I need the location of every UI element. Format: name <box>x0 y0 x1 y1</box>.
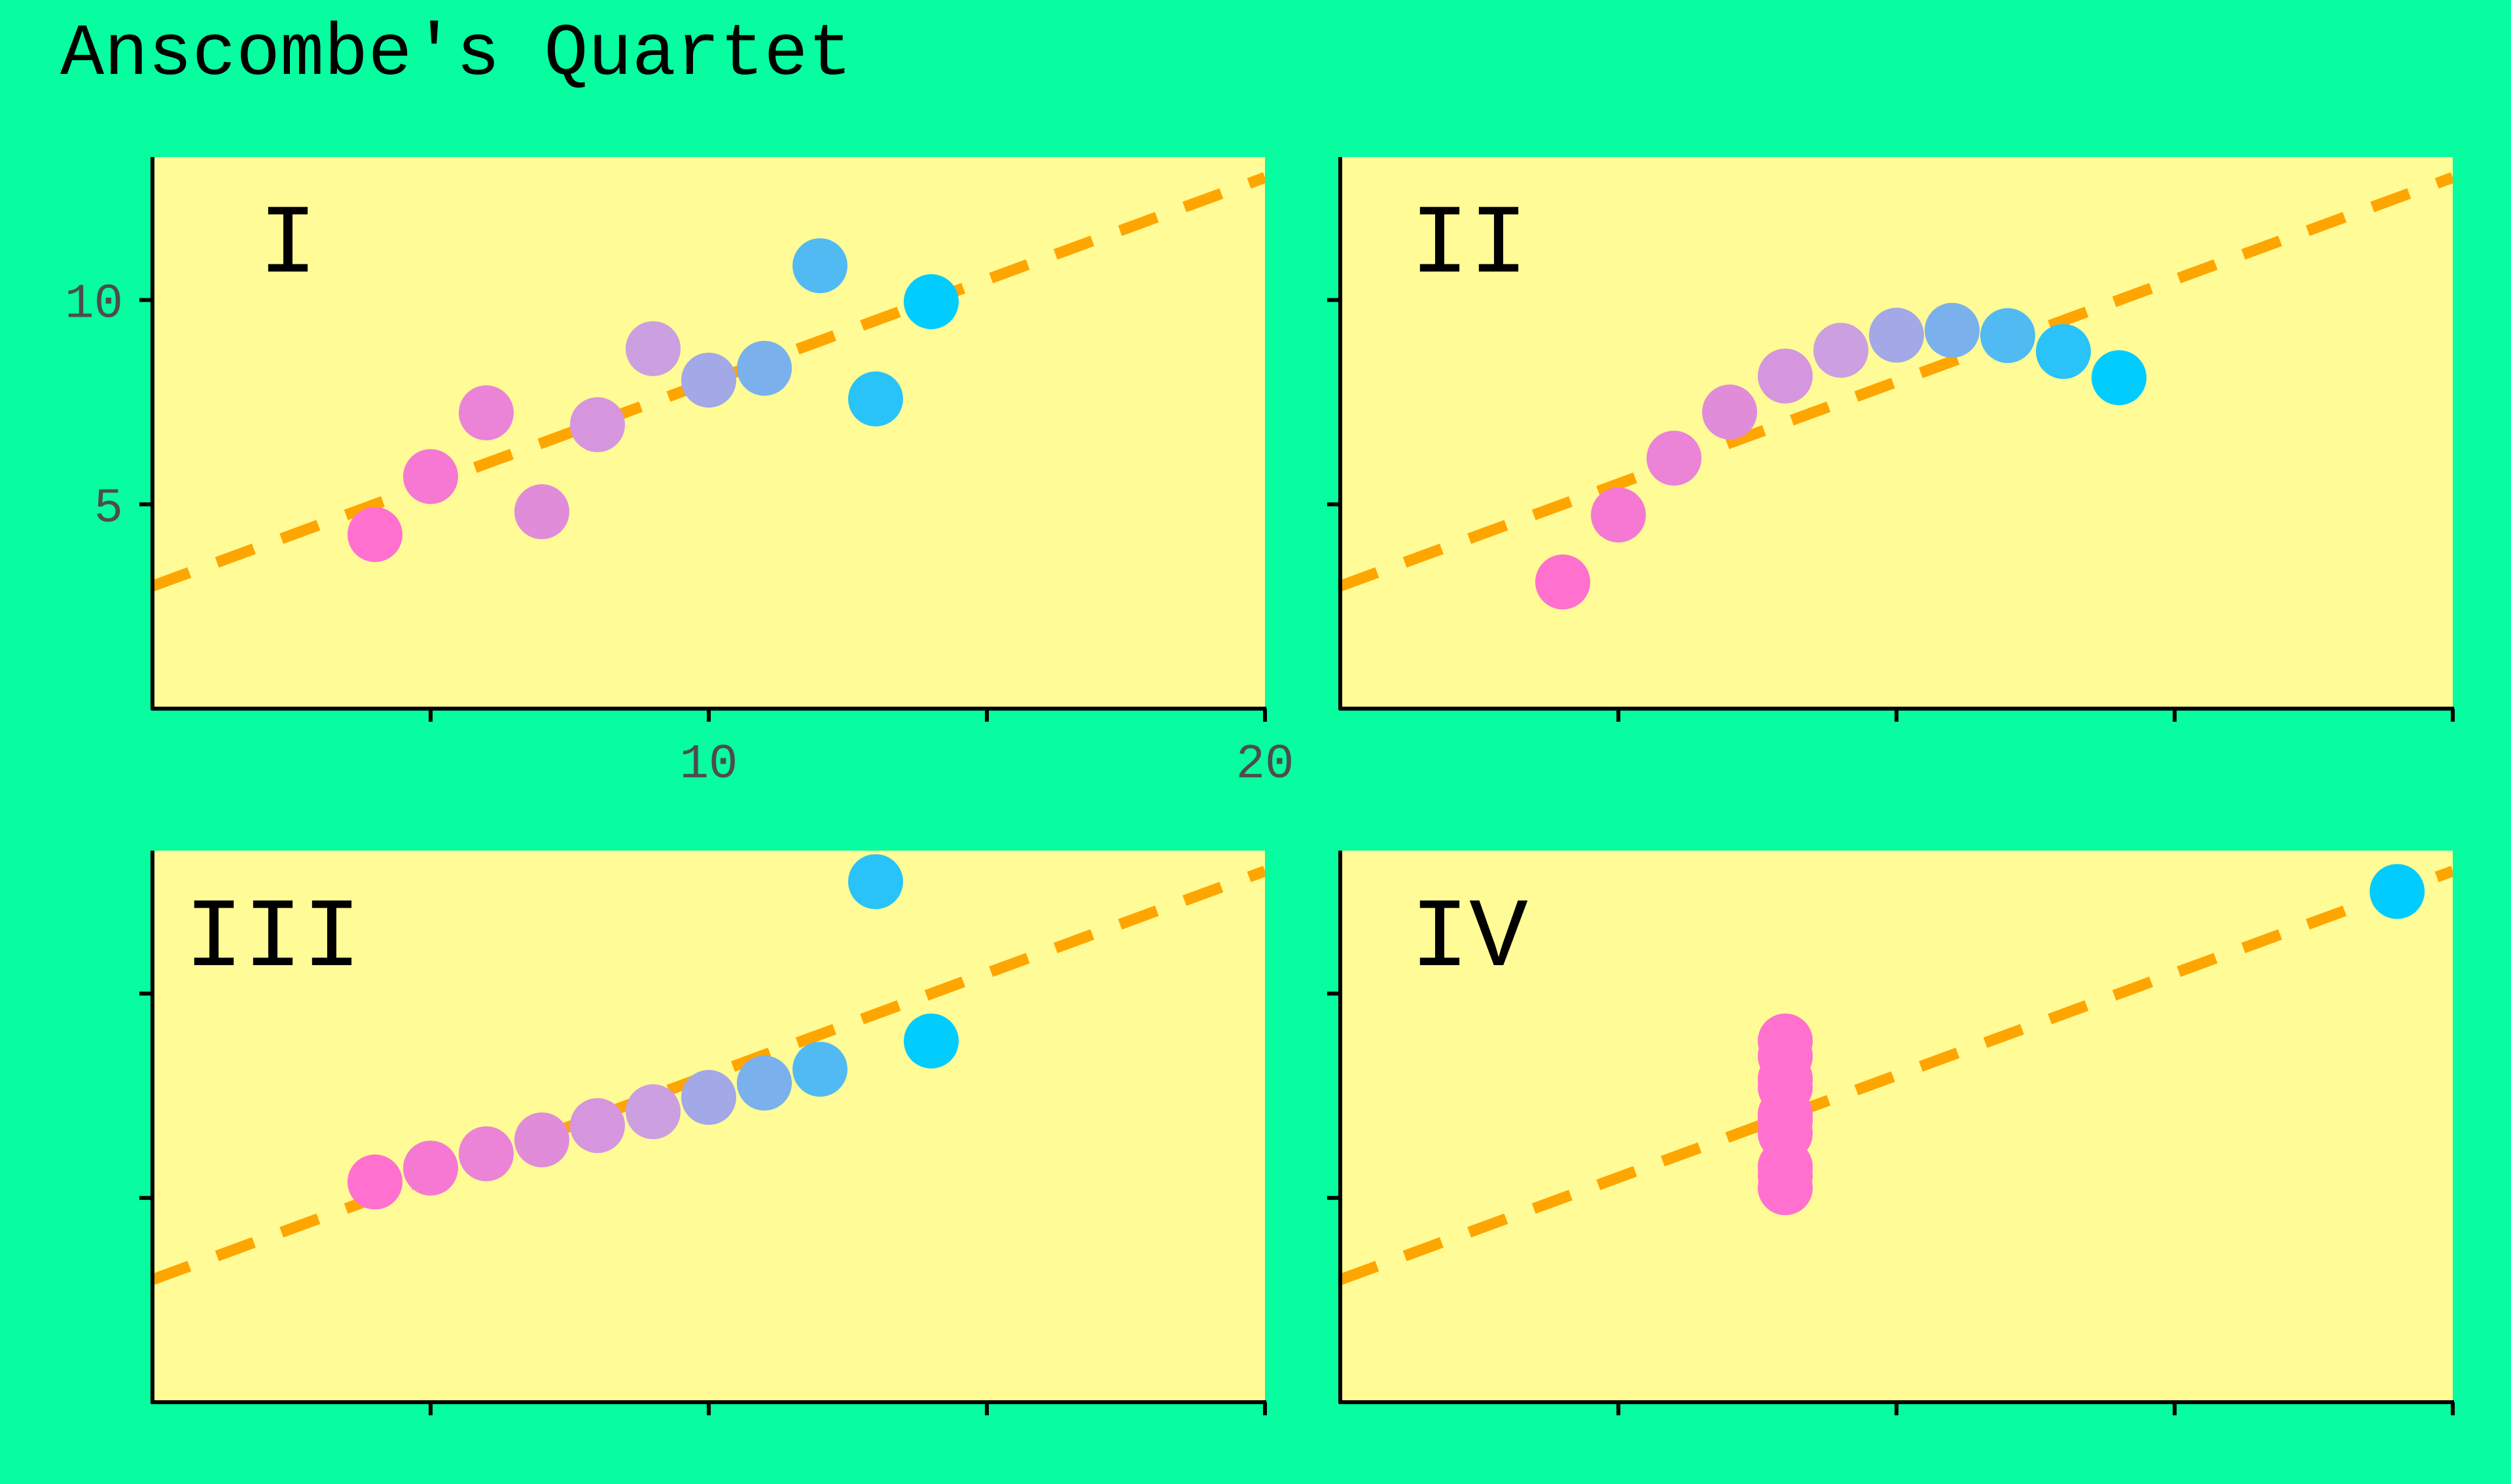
data-point <box>459 385 514 440</box>
data-point <box>1758 1013 1813 1069</box>
y-tick-label: 5 <box>94 482 123 537</box>
data-point <box>1869 308 1924 363</box>
data-point <box>570 1098 625 1154</box>
y-tick-label: 10 <box>65 277 123 332</box>
panel-4: IV <box>1327 851 2455 1415</box>
data-point <box>1702 384 1757 440</box>
chart-title: Anscombe's Quartet <box>60 13 852 96</box>
data-point <box>737 1055 792 1111</box>
data-point <box>792 1042 847 1097</box>
data-point <box>848 371 903 427</box>
panel-3: III <box>139 851 1267 1415</box>
data-point <box>681 1070 736 1125</box>
data-point <box>1647 431 1701 486</box>
data-point <box>626 321 681 376</box>
data-point <box>904 1013 959 1069</box>
x-tick-label: 20 <box>1236 737 1294 792</box>
data-point <box>514 484 569 540</box>
data-point <box>403 1140 458 1196</box>
data-point <box>1925 302 1980 358</box>
regression-line <box>152 866 1265 1285</box>
regression-line <box>1340 172 2453 592</box>
panel-label: I <box>258 190 317 302</box>
data-point <box>2370 864 2425 919</box>
panel-1: I 10 20 5 10 <box>65 157 1294 792</box>
data-point <box>514 1112 569 1168</box>
data-point <box>737 340 792 396</box>
x-tick-label: 10 <box>680 737 738 792</box>
data-point <box>848 854 903 910</box>
data-point <box>459 1126 514 1182</box>
panel-2: II <box>1327 157 2455 722</box>
data-point <box>1980 308 2035 363</box>
data-point <box>1535 554 1590 610</box>
data-point <box>570 397 625 453</box>
regression-line <box>152 172 1265 592</box>
data-point <box>403 449 458 504</box>
data-point <box>1813 323 1868 378</box>
data-point <box>626 1084 681 1140</box>
panel-label: III <box>185 884 361 995</box>
data-point <box>792 238 847 294</box>
data-point <box>2092 350 2146 406</box>
data-point <box>347 1154 402 1210</box>
data-point <box>2036 324 2091 380</box>
regression-line <box>1340 866 2453 1285</box>
data-point <box>347 506 402 562</box>
panel-background <box>152 157 1265 709</box>
data-point <box>904 274 959 330</box>
panel-label: II <box>1410 190 1528 302</box>
panel-label: IV <box>1410 884 1528 995</box>
data-point <box>1591 487 1646 543</box>
data-point <box>681 352 736 408</box>
data-point <box>1758 348 1813 404</box>
